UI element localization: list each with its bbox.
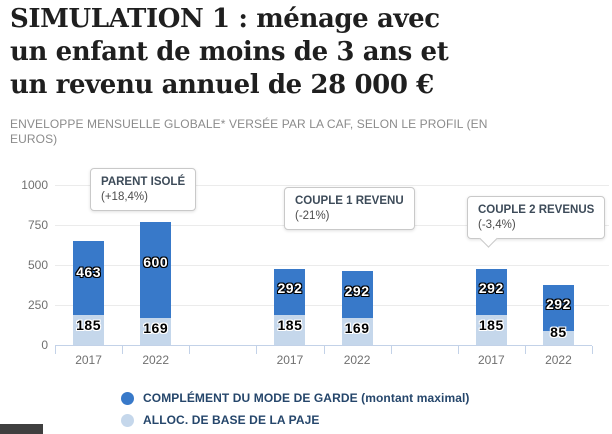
chart-title: SIMULATION 1 : ménage avec un enfant de … [10,4,449,100]
annotation-couple-2-revenus: COUPLE 2 REVENUS (-3,4%) [467,196,606,248]
y-axis-tick-label: 500 [27,258,48,272]
bar-value-label: 292 [546,296,571,313]
bar-value-label: 292 [478,280,504,297]
annotation-title: PARENT ISOLÉ [101,176,186,188]
bar-complement-segment[interactable] [341,271,373,318]
bar-complement-segment[interactable] [274,268,306,316]
bar-value-label: 169 [344,319,370,336]
x-axis-tick-label: 2017 [477,353,505,367]
annotation-title: COUPLE 1 REVENU [295,195,404,207]
bar-complement-segment[interactable] [542,284,574,332]
bottom-left-dark-bar [0,424,43,434]
bar-alloc-segment[interactable] [140,317,172,345]
legend-label: COMPLÉMENT DU MODE DE GARDE (montant max… [143,391,470,405]
x-axis-tick [55,346,56,354]
bar-complement-segment[interactable] [475,268,507,316]
chart-subtitle: ENVELOPPE MENSUELLE GLOBALE* VERSÉE PAR … [10,117,488,146]
x-axis-tick [592,346,593,354]
x-axis-tick-label: 2022 [343,353,371,367]
y-axis-tick-label: 250 [27,298,48,312]
x-axis-tick-label: 2017 [75,353,102,367]
x-axis-tick [189,346,191,354]
annotation-title: COUPLE 2 REVENUS [478,204,595,216]
x-axis-tick [256,346,258,354]
bar-alloc-segment[interactable] [73,315,105,345]
bar-value-label: 600 [143,254,169,271]
annotation-delta: (-3,4%) [478,219,516,231]
gridline [55,265,609,266]
x-axis-tick-label: 2017 [276,353,304,367]
x-axis-tick-label: 2022 [142,353,170,367]
y-axis-tick-label: 0 [41,338,48,352]
bar-complement-segment[interactable] [73,241,105,316]
gridline [55,305,609,306]
bar-alloc-segment[interactable] [542,331,574,345]
legend-label: ALLOC. DE BASE DE LA PAJE [143,413,320,427]
annotation-couple-1-revenu: COUPLE 1 REVENU (-21%) [284,187,415,230]
annotation-parent-isole: PARENT ISOLÉ (+18,4%) [90,168,197,211]
y-axis-tick-label: 1000 [21,178,48,192]
bar-alloc-segment[interactable] [341,317,373,345]
x-axis-tick [122,346,124,354]
x-axis-tick [390,346,392,354]
legend-item-complement: COMPLÉMENT DU MODE DE GARDE (montant max… [121,388,470,408]
bar-alloc-segment[interactable] [475,315,507,345]
bar-value-label: 463 [76,264,101,281]
legend-item-alloc: ALLOC. DE BASE DE LA PAJE [121,410,470,430]
legend-dot-complement-icon [121,391,134,405]
bar-value-label: 185 [478,317,504,334]
y-axis-tick-label: 750 [27,218,48,232]
chart-legend: COMPLÉMENT DU MODE DE GARDE (montant max… [121,388,470,432]
gridline [55,185,609,186]
x-axis-tick [323,346,325,354]
x-axis-tick-label: 2022 [545,353,572,367]
bar-value-label: 292 [344,282,370,299]
bar-value-label: 185 [277,317,303,334]
bar-alloc-segment[interactable] [274,315,306,345]
annotation-delta: (-21%) [295,210,330,222]
x-axis-tick [457,346,459,354]
bar-value-label: 85 [550,324,567,341]
bar-value-label: 292 [277,280,303,297]
bar-value-label: 169 [143,319,169,336]
bar-value-label: 185 [76,317,101,334]
x-axis-tick [524,346,526,354]
annotation-delta: (+18,4%) [101,191,148,203]
bar-complement-segment[interactable] [140,221,172,318]
x-axis-line [55,345,592,346]
legend-dot-alloc-icon [121,413,134,427]
